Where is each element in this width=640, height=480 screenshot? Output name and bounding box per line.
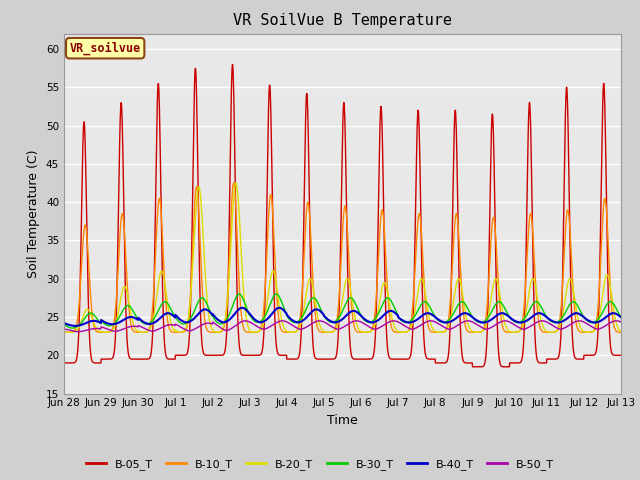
B-05_T: [617, 352, 625, 358]
B-40_T: [505, 313, 513, 319]
B-30_T: [273, 291, 280, 297]
B-20_T: [232, 180, 239, 186]
B-30_T: [68, 325, 76, 331]
B-10_T: [584, 329, 591, 335]
B-05_T: [470, 364, 477, 370]
B-40_T: [568, 312, 576, 318]
B-40_T: [584, 317, 591, 323]
Line: B-40_T: B-40_T: [64, 308, 621, 326]
B-05_T: [60, 360, 68, 366]
B-20_T: [359, 329, 367, 335]
Legend: B-05_T, B-10_T, B-20_T, B-30_T, B-40_T, B-50_T: B-05_T, B-10_T, B-20_T, B-30_T, B-40_T, …: [81, 455, 559, 474]
B-30_T: [359, 316, 367, 322]
B-50_T: [505, 319, 513, 324]
B-30_T: [617, 314, 625, 320]
B-40_T: [238, 305, 246, 311]
B-20_T: [371, 322, 379, 327]
B-05_T: [568, 326, 576, 332]
Title: VR SoilVue B Temperature: VR SoilVue B Temperature: [233, 13, 452, 28]
B-40_T: [359, 315, 367, 321]
B-05_T: [216, 352, 223, 358]
B-30_T: [568, 299, 576, 305]
B-40_T: [617, 314, 625, 320]
X-axis label: Time: Time: [327, 414, 358, 427]
B-10_T: [359, 329, 367, 335]
Y-axis label: Soil Temperature (C): Soil Temperature (C): [28, 149, 40, 278]
Line: B-05_T: B-05_T: [64, 64, 621, 367]
B-50_T: [371, 326, 379, 332]
B-20_T: [568, 281, 576, 287]
B-05_T: [359, 356, 367, 362]
B-30_T: [371, 316, 379, 322]
B-20_T: [505, 328, 513, 334]
B-50_T: [60, 326, 68, 332]
B-40_T: [371, 319, 379, 324]
B-50_T: [359, 320, 367, 325]
B-50_T: [568, 321, 576, 326]
B-20_T: [216, 329, 223, 335]
B-50_T: [617, 319, 625, 325]
Line: B-10_T: B-10_T: [64, 183, 621, 332]
B-30_T: [584, 318, 591, 324]
B-40_T: [71, 323, 79, 329]
B-05_T: [371, 342, 379, 348]
B-10_T: [568, 267, 576, 273]
B-40_T: [216, 318, 223, 324]
B-20_T: [65, 329, 73, 335]
B-30_T: [505, 312, 513, 318]
B-10_T: [230, 180, 237, 186]
Line: B-20_T: B-20_T: [64, 183, 621, 332]
Line: B-30_T: B-30_T: [64, 294, 621, 328]
B-30_T: [60, 321, 68, 327]
Line: B-50_T: B-50_T: [64, 321, 621, 332]
B-40_T: [60, 320, 68, 326]
B-50_T: [584, 321, 591, 327]
Text: VR_soilvue: VR_soilvue: [70, 41, 141, 55]
B-20_T: [60, 329, 68, 335]
B-05_T: [505, 364, 513, 370]
B-50_T: [464, 318, 472, 324]
B-10_T: [216, 329, 223, 335]
B-10_T: [63, 329, 70, 335]
B-30_T: [216, 321, 223, 326]
B-10_T: [60, 329, 68, 335]
B-10_T: [617, 329, 625, 335]
B-20_T: [617, 328, 625, 334]
B-05_T: [228, 61, 236, 67]
B-05_T: [584, 352, 591, 358]
B-10_T: [371, 310, 379, 315]
B-10_T: [505, 329, 513, 335]
B-50_T: [74, 329, 82, 335]
B-50_T: [216, 324, 223, 330]
B-20_T: [584, 329, 591, 335]
